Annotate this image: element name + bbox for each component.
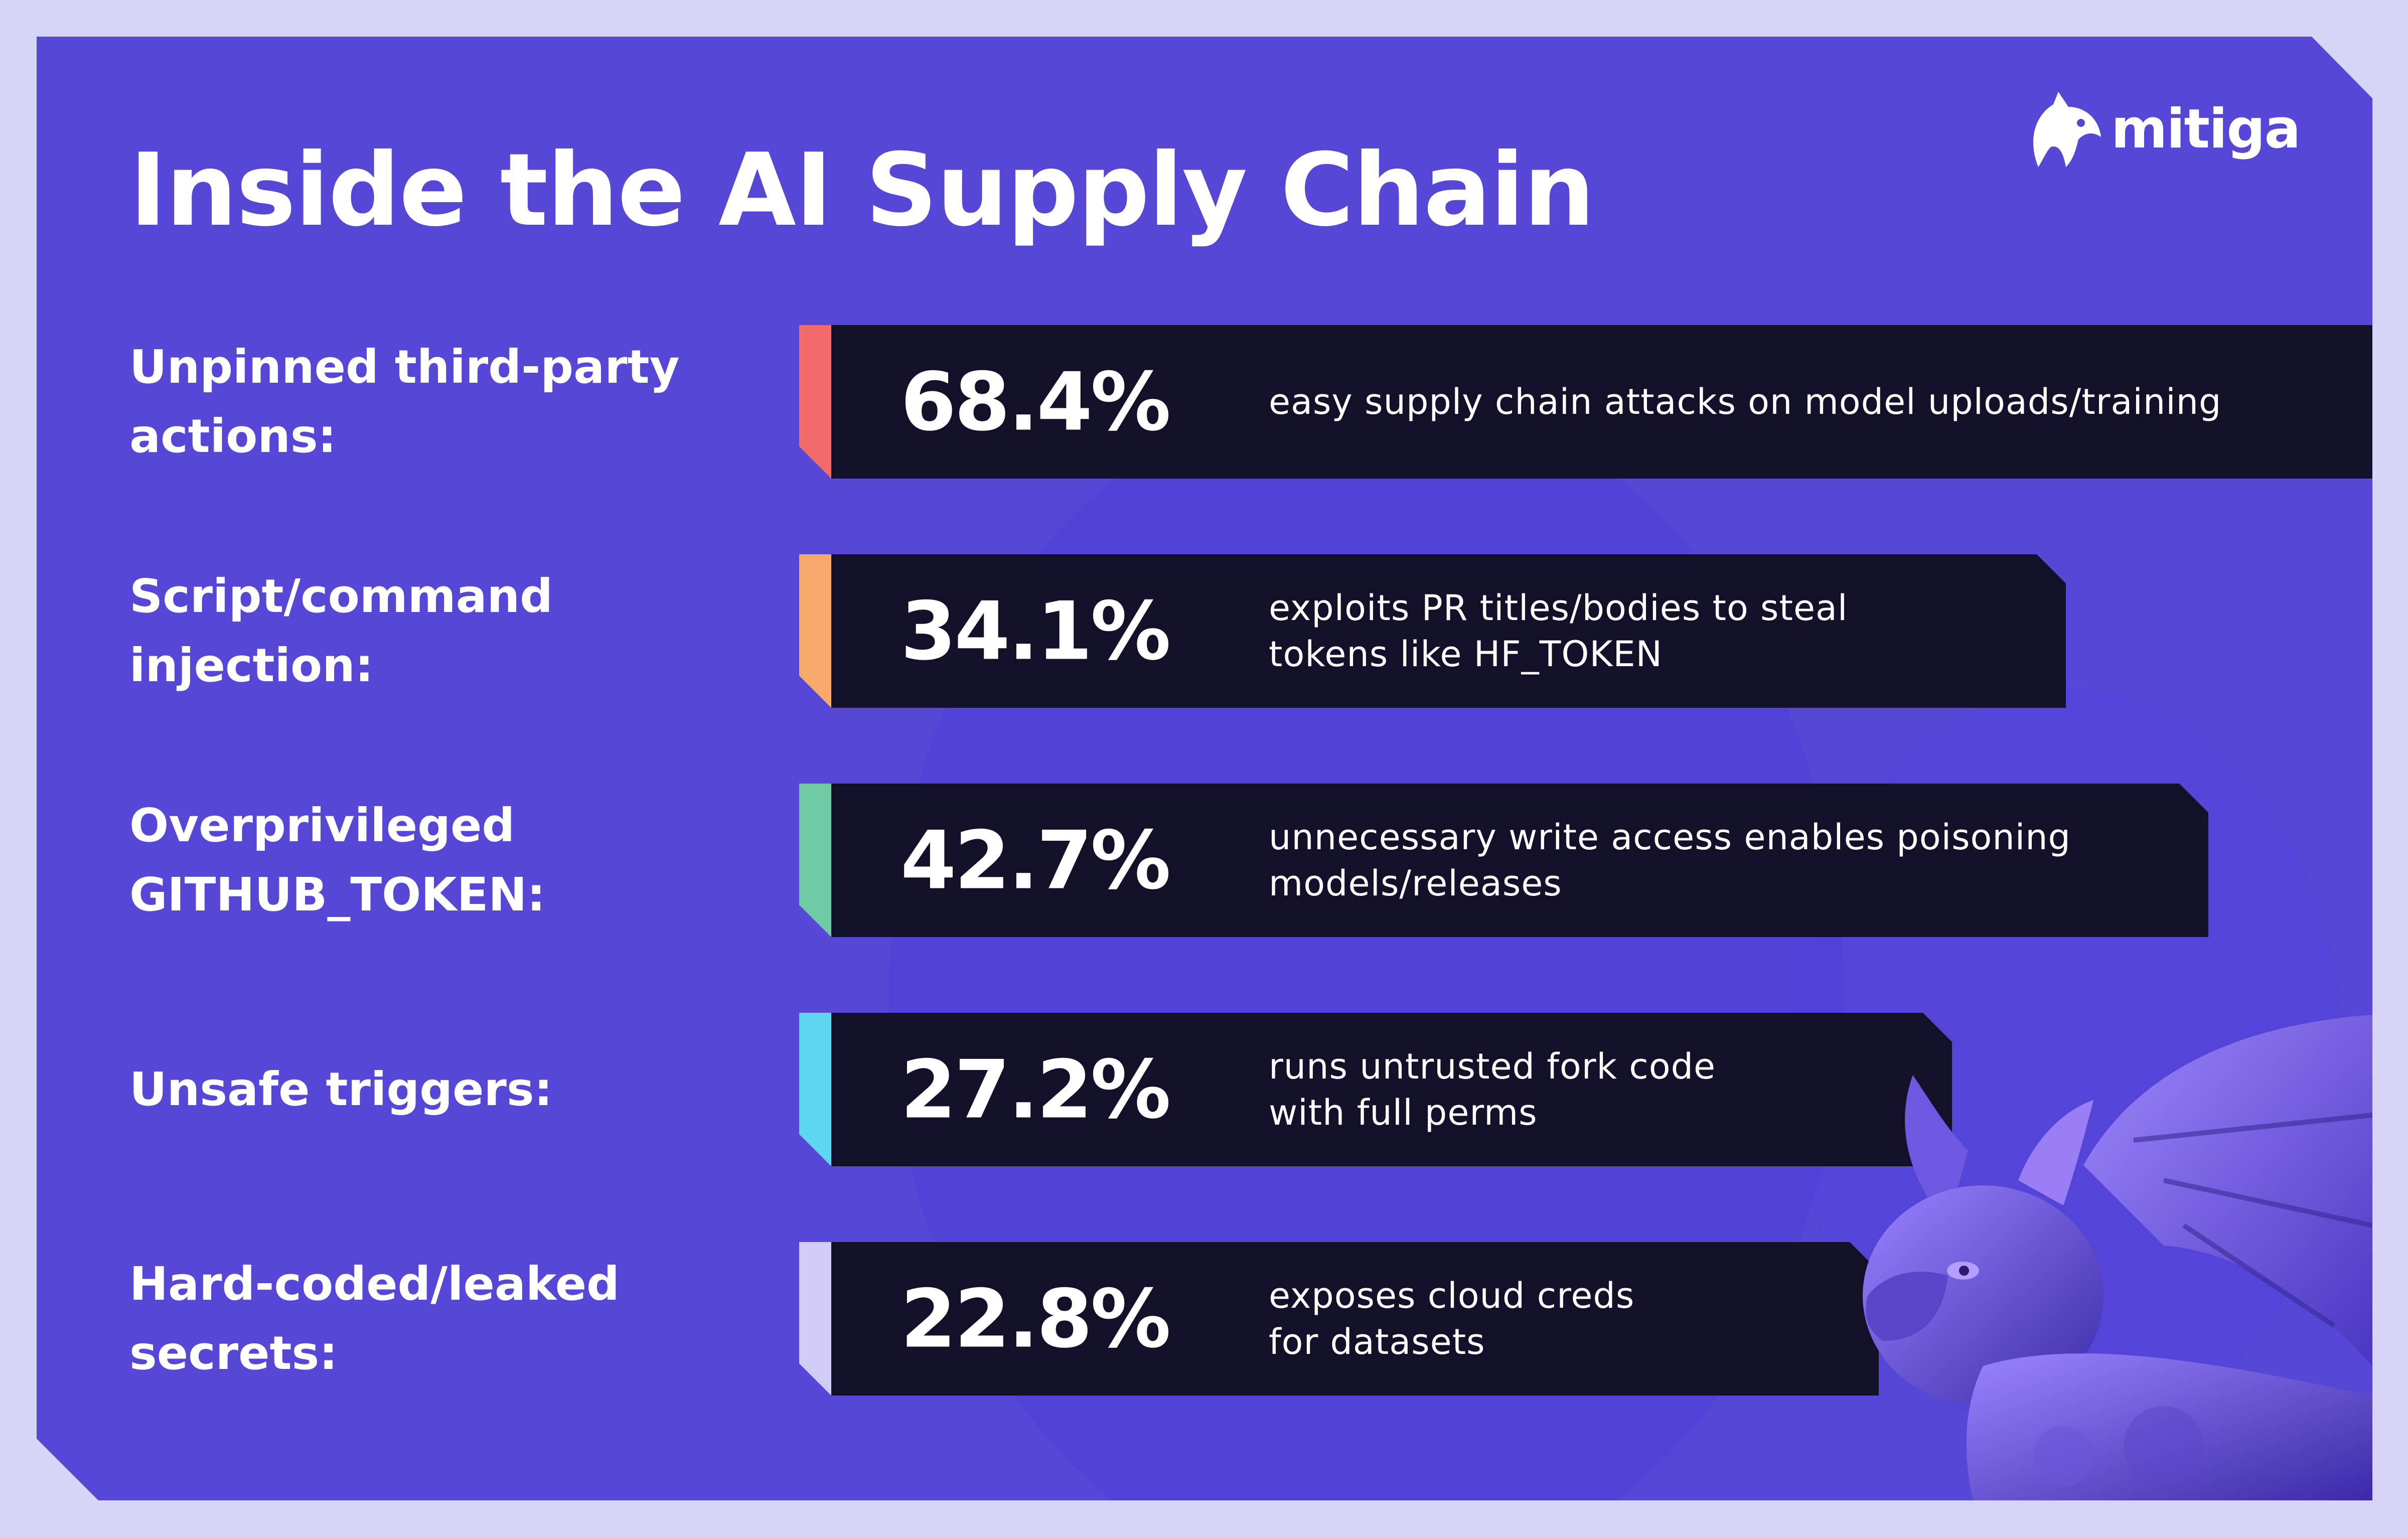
data-bar: 68.4% easy supply chain attacks on model … <box>799 325 2372 479</box>
bar-body: 27.2% runs untrusted fork code with full … <box>831 1013 1952 1166</box>
category-label: Unpinned third-party actions: <box>129 340 680 463</box>
bar-value-label: 27.2% <box>900 1042 1169 1137</box>
bar-description: exploits PR titles/bodies to steal token… <box>1269 587 1848 675</box>
category-label: Unsafe triggers: <box>129 1062 553 1116</box>
category-label: Overprivileged GITHUB_TOKEN: <box>129 799 546 921</box>
bar-value-label: 42.7% <box>900 813 1169 907</box>
bar-value-label: 68.4% <box>900 355 1169 449</box>
data-bar: 22.8% exposes cloud creds for datasets <box>799 1242 1879 1396</box>
bat-illustration-icon <box>1863 1015 2372 1500</box>
data-bar: 34.1% exploits PR titles/bodies to steal … <box>799 554 2066 708</box>
logo-text: mitiga <box>2111 98 2301 161</box>
bar-description: runs untrusted fork code with full perms <box>1269 1046 1716 1133</box>
bar-body: 34.1% exploits PR titles/bodies to steal … <box>831 554 2066 708</box>
infographic-card: Inside the AI Supply Chain mitiga Unpinn… <box>37 37 2372 1500</box>
bar-body: 22.8% exposes cloud creds for datasets <box>831 1242 1879 1396</box>
mitiga-logo: mitiga <box>2028 92 2301 172</box>
bat-logo-icon <box>2033 92 2101 167</box>
bar-value-label: 34.1% <box>900 584 1169 678</box>
data-bar: 27.2% runs untrusted fork code with full … <box>799 1013 1952 1166</box>
bar-description: easy supply chain attacks on model uploa… <box>1269 381 2222 422</box>
bar-body: 42.7% unnecessary write access enables po… <box>831 784 2208 937</box>
category-label: Script/command injection: <box>129 569 553 692</box>
bar-description: exposes cloud creds for datasets <box>1269 1275 1635 1362</box>
bar-description: unnecessary write access enables poisoni… <box>1269 817 2071 904</box>
bar-body: 68.4% easy supply chain attacks on model … <box>831 325 2372 479</box>
page-title: Inside the AI Supply Chain <box>129 132 1595 249</box>
category-label: Hard-coded/leaked secrets: <box>129 1257 620 1380</box>
data-bar: 42.7% unnecessary write access enables po… <box>799 784 2208 937</box>
bar-value-label: 22.8% <box>900 1272 1169 1366</box>
